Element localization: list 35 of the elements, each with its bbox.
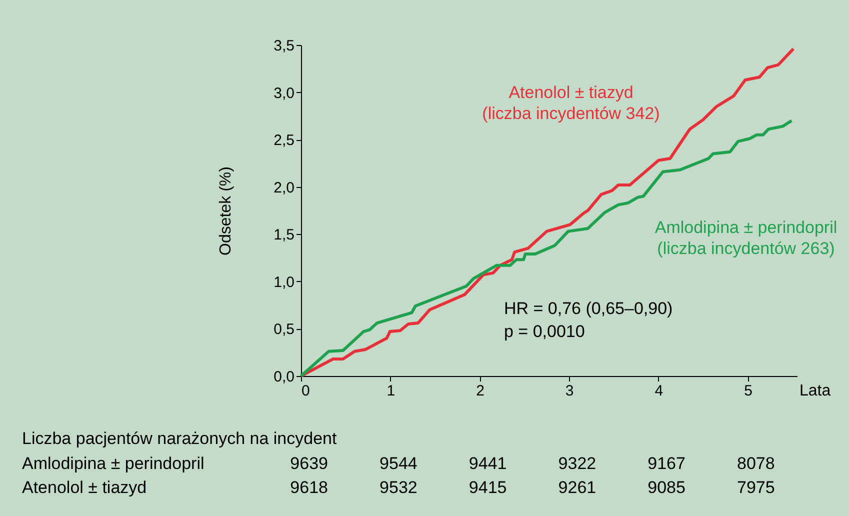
text: Atenolol ± tiazyd [22,478,147,497]
text: 9532 [380,478,418,497]
text: 7975 [737,478,775,497]
text: 8078 [737,454,775,473]
text: 9085 [648,478,686,497]
y-axis-title: Odsetek (%) [218,166,235,256]
x-tick-label: 4 [654,382,664,400]
annotation: p = 0,0010 [504,322,585,341]
x-tick-label: 5 [744,382,753,400]
text: 9261 [558,478,596,497]
y-tick-label: 0,0 [274,368,294,386]
text: 9618 [290,478,328,497]
x-tick-label: 0 [302,382,310,400]
text: 9639 [290,454,328,473]
y-tick-label: 1,5 [274,226,294,244]
y-tick-label: 2,0 [274,179,294,196]
text: Amlodipina ± perindopril [22,454,204,473]
x-tick-label: 3 [565,382,574,400]
x-axis-title: Lata [800,382,831,400]
y-tick-label: 3,5 [274,38,294,54]
annotation: HR = 0,76 (0,65–0,90) [504,299,673,318]
x-tick-label: 2 [476,382,484,400]
text: 9167 [648,454,686,473]
y-tick-label: 1,0 [274,274,294,291]
series-label: Amlodipina ± perindopril (liczba incydentów 263) [654,218,838,258]
text: 9544 [380,454,418,473]
x-tick-label: 1 [386,382,396,400]
text: 9415 [468,478,507,497]
y-tick-label: 2,5 [274,132,294,150]
y-tick-label: 0,5 [274,321,294,338]
text: 9441 [468,454,507,473]
text: Liczba pacjentów narażonych na incydent [22,429,337,448]
text: 9322 [558,454,596,473]
series-label: Atenolol ± tiazyd (liczba incydentów 342) [482,83,660,123]
y-tick-label: 3,0 [274,84,294,102]
